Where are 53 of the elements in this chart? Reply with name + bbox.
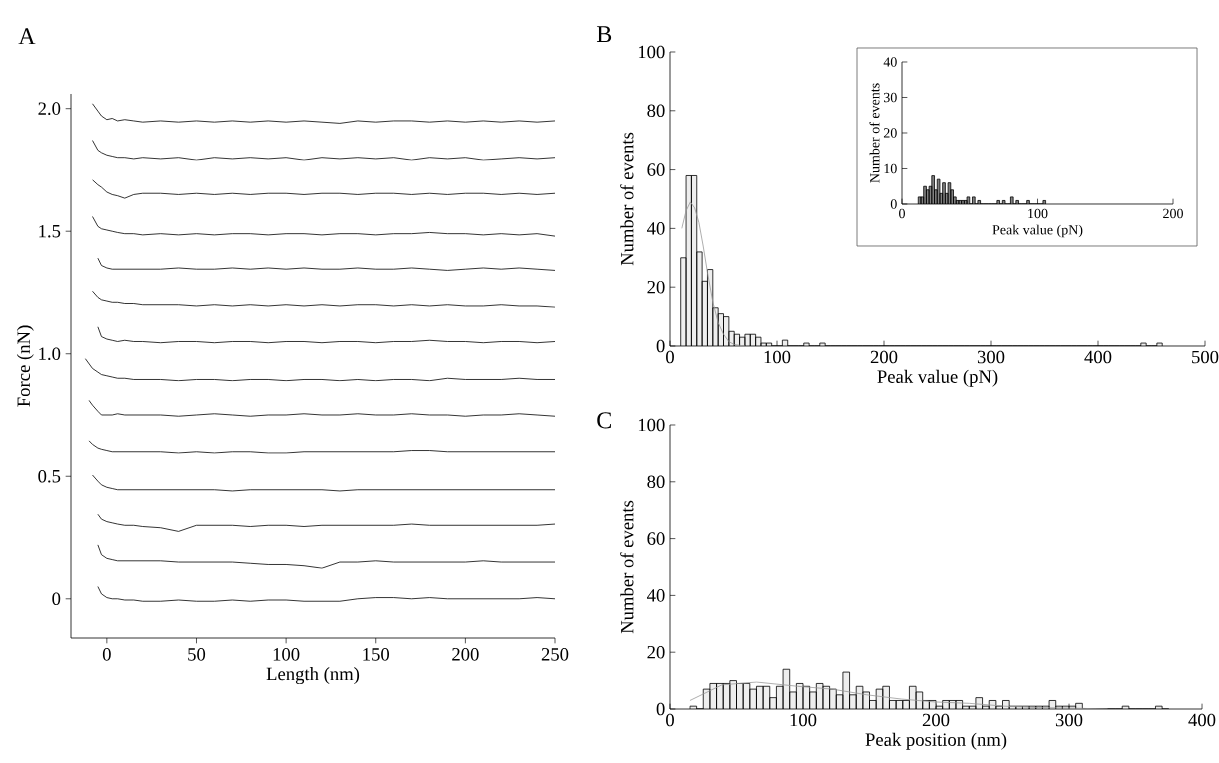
x-tick-label: 50 — [188, 648, 206, 661]
y-tick-label: 20 — [647, 280, 665, 294]
x-tick-label: 100 — [273, 648, 300, 661]
y-tick-label: 1.0 — [39, 347, 61, 361]
x-tick-label: 0 — [102, 648, 111, 661]
chart-title: C — [597, 412, 611, 429]
x-tick-label: 400 — [1188, 713, 1216, 727]
x-axis-title: Length (nm) — [266, 667, 360, 685]
y-tick-label: 60 — [647, 532, 665, 545]
y-tick-label: 0 — [890, 199, 897, 209]
x-tick-label: 0 — [666, 350, 674, 364]
y-tick-label: 20 — [883, 128, 897, 138]
y-tick-label: 60 — [647, 163, 665, 176]
x-tick-label: 500 — [1192, 350, 1219, 364]
y-tick-label: 40 — [646, 222, 665, 235]
x-tick-label: 100 — [790, 713, 817, 727]
x-tick-label: 0 — [666, 713, 674, 727]
y-axis-title: Number of events — [869, 83, 880, 183]
x-tick-label: 400 — [1084, 350, 1112, 364]
x-axis-title: Peak value (pN) — [877, 369, 998, 387]
y-tick-label: 80 — [647, 475, 665, 489]
x-tick-label: 0 — [899, 208, 905, 219]
x-tick-label: 200 — [922, 713, 950, 727]
y-tick-label: 100 — [638, 418, 665, 432]
x-axis-title: Peak position (nm) — [865, 732, 1007, 750]
y-tick-label: 0 — [656, 339, 665, 353]
y-tick-label: 100 — [638, 45, 665, 59]
x-tick-label: 200 — [452, 648, 479, 661]
y-axis-title: Number of events — [620, 500, 634, 634]
y-tick-label: 20 — [647, 645, 665, 659]
x-tick-label: 250 — [541, 648, 569, 661]
chart-title: A — [18, 28, 36, 45]
y-tick-label: 40 — [646, 589, 665, 602]
y-axis-title: Force (nN) — [16, 325, 34, 407]
y-tick-label: 2.0 — [38, 102, 61, 116]
y-tick-label: 40 — [883, 57, 897, 67]
y-tick-label: 30 — [883, 92, 897, 103]
y-tick-label: 10 — [884, 163, 897, 174]
x-tick-label: 200 — [870, 350, 898, 364]
y-tick-label: 1.5 — [39, 224, 61, 238]
y-axis-title: Number of events — [620, 132, 634, 266]
x-tick-label: 300 — [977, 350, 1005, 364]
x-tick-label: 300 — [1055, 713, 1083, 727]
x-tick-label: 150 — [363, 648, 390, 661]
y-tick-label: 80 — [647, 104, 665, 118]
x-tick-label: 100 — [764, 350, 791, 364]
x-axis-title: Peak value (pN) — [992, 224, 1083, 238]
chart-title: B — [596, 26, 612, 43]
x-tick-label: 200 — [1163, 208, 1183, 219]
y-tick-label: 0 — [656, 702, 665, 716]
x-tick-label: 100 — [1028, 208, 1048, 219]
y-tick-label: 0 — [52, 592, 61, 606]
y-tick-label: 0.5 — [38, 469, 61, 483]
